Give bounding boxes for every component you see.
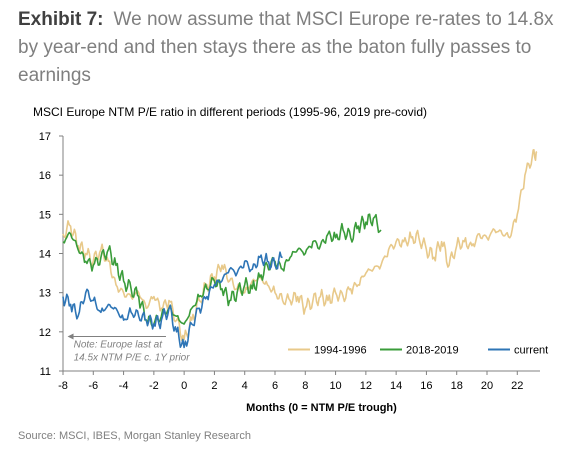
x-tick-label: 0	[181, 380, 187, 392]
y-tick-label: 14	[39, 249, 51, 261]
x-tick-label: 20	[481, 380, 493, 392]
series-line-2018-2019	[62, 213, 382, 329]
x-axis-label: Months (0 = NTM P/E trough)	[246, 402, 397, 414]
legend-label-1994-1996: 1994-1996	[314, 344, 367, 356]
y-tick-label: 12	[39, 327, 51, 339]
x-tick-label: -8	[58, 380, 68, 392]
annotation-arrowhead	[67, 333, 74, 340]
series-line-1994-1996	[62, 149, 538, 341]
y-tick-label: 15	[39, 209, 51, 221]
legend-label-2018-2019: 2018-2019	[406, 344, 459, 356]
x-tick-label: 4	[242, 380, 248, 392]
x-tick-label: 14	[390, 380, 402, 392]
exhibit-heading: Exhibit 7: We now assume that MSCI Europe…	[18, 6, 573, 90]
y-tick-label: 11	[40, 366, 51, 378]
y-tick-label: 17	[39, 131, 51, 143]
y-tick-label: 13	[39, 288, 51, 300]
x-tick-label: -6	[88, 380, 98, 392]
source-note: Source: MSCI, IBES, Morgan Stanley Resea…	[18, 430, 251, 442]
x-tick-label: -2	[149, 380, 159, 392]
x-tick-label: 8	[302, 380, 308, 392]
x-tick-label: 22	[511, 380, 523, 392]
x-tick-label: 2	[211, 380, 217, 392]
exhibit-text: We now assume that MSCI Europe re-rates …	[18, 9, 554, 86]
x-tick-label: -4	[119, 380, 129, 392]
annotation-text-line: Note: Europe last at	[74, 340, 164, 351]
series-line-current	[62, 251, 283, 349]
x-tick-label: 6	[272, 380, 278, 392]
annotation-text-line: 14.5x NTM P/E c. 1Y prior	[74, 353, 191, 364]
y-tick-label: 16	[39, 170, 51, 182]
x-tick-label: 16	[420, 380, 432, 392]
x-tick-label: 10	[329, 380, 341, 392]
chart-title: MSCI Europe NTM P/E ratio in different p…	[33, 105, 427, 119]
x-tick-label: 12	[360, 380, 372, 392]
x-tick-label: 18	[451, 380, 463, 392]
exhibit-label: Exhibit 7:	[18, 9, 104, 30]
legend-label-current: current	[514, 344, 548, 356]
